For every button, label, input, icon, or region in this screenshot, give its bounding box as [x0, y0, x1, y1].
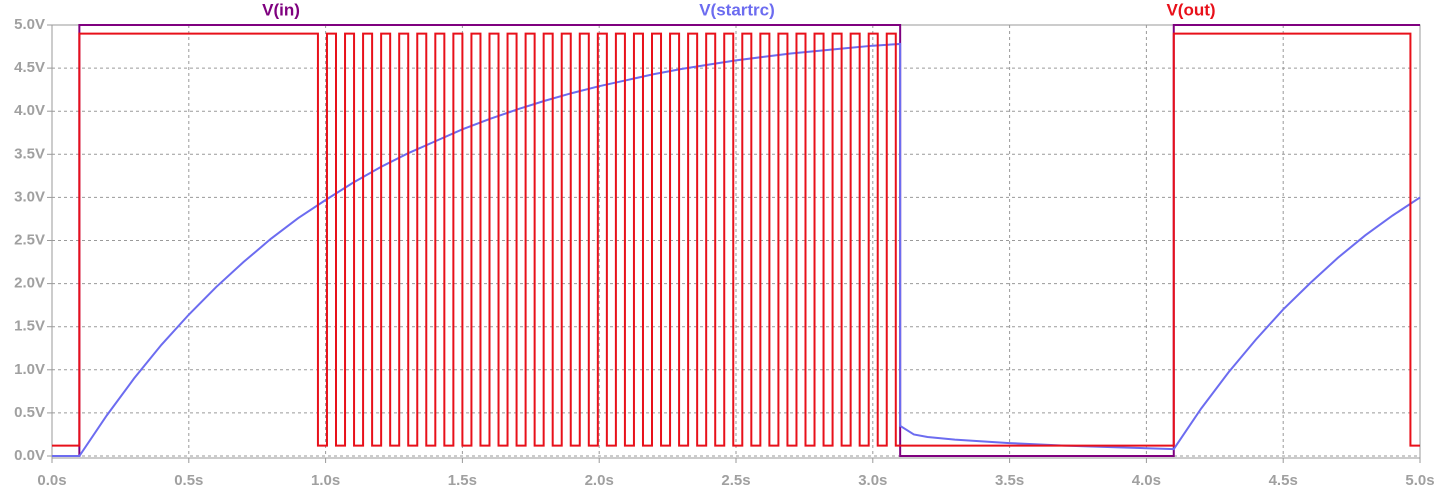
- x-tick-label: 4.5s: [1269, 472, 1298, 489]
- y-tick-label: 3.0V: [14, 188, 45, 205]
- x-tick-label: 2.0s: [585, 472, 614, 489]
- y-tick-label: 4.0V: [14, 102, 45, 119]
- legend-entry: V(in): [262, 0, 300, 19]
- labels: 0.0V 0.5V 1.0V 1.5V 2.0V 2.5V 3.0V 3.5V 4.0V 4.5V…: [14, 0, 1434, 488]
- x-tick-label: 1.0s: [311, 472, 340, 489]
- x-tick-label: 3.5s: [995, 472, 1024, 489]
- x-tick-label: 3.0s: [858, 472, 887, 489]
- y-tick-label: 1.5V: [14, 318, 45, 335]
- legend-entry: V(startrc): [699, 0, 775, 19]
- x-tick-label: 2.5s: [721, 472, 750, 489]
- y-tick-label: 2.5V: [14, 231, 45, 248]
- x-tick-label: 5.0s: [1405, 472, 1434, 489]
- y-tick-label: 0.0V: [14, 447, 45, 464]
- y-tick-label: 2.0V: [14, 275, 45, 292]
- x-tick-label: 0.0s: [37, 472, 66, 489]
- y-tick-label: 3.5V: [14, 145, 45, 162]
- x-tick-label: 0.5s: [174, 472, 203, 489]
- legend-entry: V(out): [1166, 0, 1215, 19]
- y-tick-label: 1.0V: [14, 361, 45, 378]
- series-lines: [52, 24, 1421, 457]
- y-tick-label: 0.5V: [14, 404, 45, 421]
- x-tick-label: 1.5s: [448, 472, 477, 489]
- series-line: [52, 32, 1420, 447]
- y-tick-label: 5.0V: [14, 16, 45, 33]
- x-tick-label: 4.0s: [1132, 472, 1161, 489]
- y-tick-label: 4.5V: [14, 59, 45, 76]
- series-line: [52, 42, 1421, 457]
